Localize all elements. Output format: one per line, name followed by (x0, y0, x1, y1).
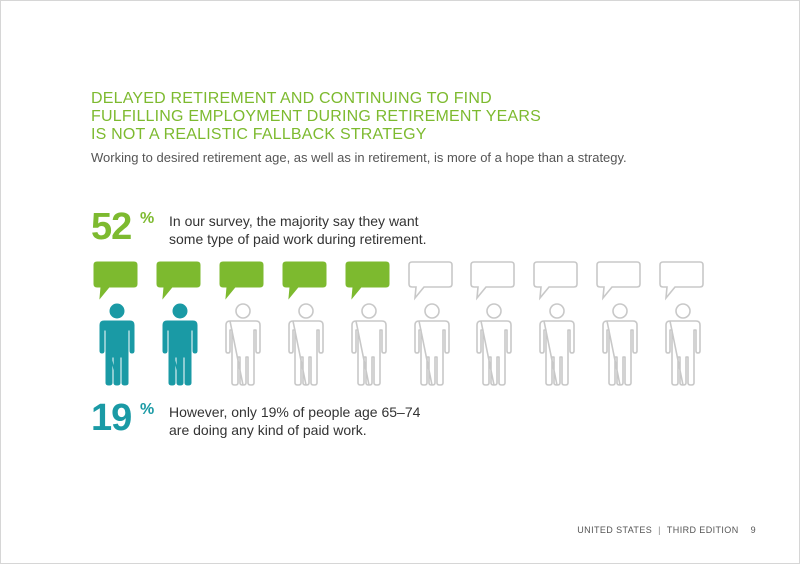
person-icon (476, 303, 512, 386)
person-icon (539, 303, 575, 386)
speech-bubble-icon (659, 261, 704, 301)
subtitle: Working to desired retirement age, as we… (91, 150, 627, 165)
person-icon (665, 303, 701, 386)
headline: DELAYED RETIREMENT AND CONTINUING TO FIN… (91, 90, 691, 144)
pictogram-figure (219, 260, 267, 390)
pictogram-figure (156, 260, 204, 390)
headline-line-1: DELAYED RETIREMENT AND CONTINUING TO FIN… (91, 90, 492, 107)
page-number: 9 (750, 525, 756, 535)
headline-line-2: FULFILLING EMPLOYMENT DURING RETIREMENT … (91, 108, 541, 125)
stat-want-work-line-2: some type of paid work during retirement… (169, 231, 427, 247)
person-icon (351, 303, 387, 386)
person-icon (162, 303, 198, 386)
stat-want-work-text: In our survey, the majority say they wan… (169, 212, 529, 248)
pictogram-figure (345, 260, 393, 390)
pictogram-figure (470, 260, 518, 390)
footer-edition-label: THIRD EDITION (666, 525, 739, 535)
pictogram-figure (659, 260, 707, 390)
headline-line-3: IS NOT A REALISTIC FALLBACK STRATEGY (91, 126, 427, 143)
person-icon (225, 303, 261, 386)
person-icon (288, 303, 324, 386)
speech-bubble-icon (156, 261, 201, 300)
speech-bubble-icon (596, 261, 641, 301)
person-icon (414, 303, 450, 386)
speech-bubble-icon (470, 261, 515, 301)
stat-doing-work-unit: % (140, 401, 155, 418)
speech-bubble-icon (533, 261, 578, 301)
stat-want-work-line-1: In our survey, the majority say they wan… (169, 213, 419, 229)
stat-want-work-unit: % (140, 210, 155, 227)
stat-doing-work-line-1: However, only 19% of people age 65–74 (169, 404, 421, 420)
pictogram-figure (596, 260, 644, 390)
stat-doing-work-text: However, only 19% of people age 65–74 ar… (169, 403, 529, 439)
pictogram-row (93, 260, 713, 390)
footer-separator: | (658, 525, 661, 535)
person-icon (602, 303, 638, 386)
footer: UNITED STATES | THIRD EDITION 9 (577, 525, 756, 535)
stat-want-work-value: 52 (91, 206, 132, 248)
speech-bubble-icon (282, 261, 327, 300)
pictogram-figure (408, 260, 456, 390)
pictogram-figure (282, 260, 330, 390)
person-icon (99, 303, 135, 386)
speech-bubble-icon (219, 261, 264, 300)
stat-doing-work-value: 19 (91, 397, 132, 439)
speech-bubble-icon (408, 261, 453, 301)
pictogram-figure (533, 260, 581, 390)
footer-edition: UNITED STATES (577, 525, 653, 535)
stat-doing-work-line-2: are doing any kind of paid work. (169, 422, 367, 438)
speech-bubble-icon (345, 261, 390, 300)
speech-bubble-icon (93, 261, 138, 300)
pictogram-figure (93, 260, 141, 390)
